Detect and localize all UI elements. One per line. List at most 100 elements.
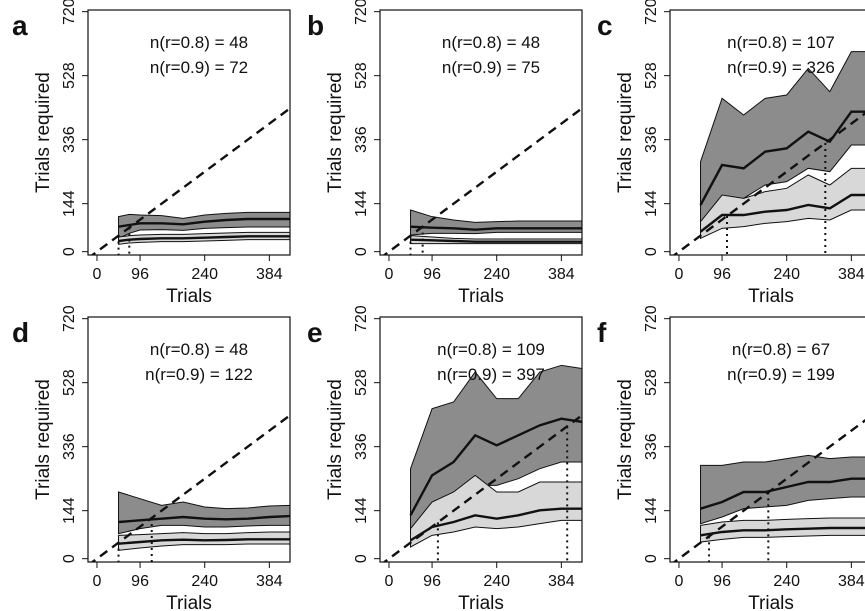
confidence-band-dark (700, 454, 865, 525)
median-line-light (409, 507, 582, 542)
y-tick-label: 720 (353, 305, 370, 332)
plot-frame (379, 9, 583, 256)
annotation-text: n(r=0.8) = 48 (150, 33, 248, 52)
x-tick-label: 240 (191, 266, 218, 283)
y-tick-label: 144 (61, 497, 78, 524)
y-tick-label: 720 (61, 0, 78, 25)
y-tick-label: 336 (61, 126, 78, 153)
panel-letter: a (12, 10, 28, 41)
x-tick-label: 96 (713, 266, 731, 283)
y-axis-title: Trials required (325, 72, 346, 193)
annotation-text: n(r=0.9) = 199 (727, 365, 835, 384)
plot-frame (379, 316, 583, 563)
y-axis-title: Trials required (33, 72, 54, 193)
y-tick-label: 720 (643, 0, 660, 25)
median-line-dark (118, 217, 290, 228)
y-tick-label: 720 (353, 0, 370, 25)
annotation-text: n(r=0.9) = 397 (437, 365, 545, 384)
panel-letter: f (597, 317, 607, 348)
y-tick-label: 528 (353, 369, 370, 396)
x-tick-label: 0 (675, 573, 684, 590)
y-tick-label: 720 (643, 305, 660, 332)
plot-area (90, 413, 290, 562)
y-tick-label: 336 (353, 126, 370, 153)
x-tick-label: 0 (675, 266, 684, 283)
y-tick-label: 0 (643, 247, 660, 256)
plot-frame (87, 9, 291, 256)
plot-area (382, 364, 582, 562)
panel-letter: d (12, 317, 29, 348)
panel-letter: e (307, 317, 323, 348)
x-tick-label: 384 (256, 573, 283, 590)
y-tick-label: 336 (61, 433, 78, 460)
panel-f: f n(r=0.8) = 67 n(r=0.9) = 199 0 96 240 384 Tri… (597, 305, 865, 611)
confidence-band-dark (118, 491, 290, 535)
y-tick-label: 720 (61, 305, 78, 332)
x-tick-label: 240 (483, 573, 510, 590)
x-tick-label: 0 (385, 266, 394, 283)
identity-line (672, 419, 865, 562)
x-tick-label: 0 (385, 573, 394, 590)
annotation-text: n(r=0.9) = 75 (442, 58, 540, 77)
identity-line (382, 106, 582, 255)
y-tick-label: 0 (61, 247, 78, 256)
x-tick-label: 384 (548, 266, 575, 283)
panel-e: e n(r=0.8) = 109 n(r=0.9) = 397 0 96 240 384 Tr… (307, 305, 583, 611)
identity-line (382, 413, 582, 562)
panel-a: a n(r=0.8) = 48 n(r=0.9) = 72 0 96 240 384 Tria… (12, 0, 291, 307)
y-tick-label: 336 (643, 433, 660, 460)
identity-line (90, 106, 290, 255)
median-line-dark (699, 110, 865, 206)
x-tick-label: 384 (548, 573, 575, 590)
plot-frame (669, 9, 865, 256)
y-axis-title: Trials required (615, 72, 636, 193)
x-tick-label: 240 (773, 573, 800, 590)
plot-frame (87, 316, 291, 563)
x-tick-label: 240 (773, 266, 800, 283)
y-tick-label: 0 (643, 554, 660, 563)
x-tick-label: 96 (713, 573, 731, 590)
y-axis-title: Trials required (33, 379, 54, 500)
confidence-band-light (700, 167, 865, 240)
median-line-dark (409, 417, 582, 516)
y-tick-label: 144 (353, 190, 370, 217)
annotation-text: n(r=0.8) = 107 (727, 33, 835, 52)
y-tick-label: 528 (643, 369, 660, 396)
plot-area (672, 51, 865, 255)
panel-letter: b (307, 10, 324, 41)
x-tick-label: 384 (838, 573, 865, 590)
y-tick-label: 336 (353, 433, 370, 460)
x-axis-title: Trials (458, 286, 504, 307)
median-line-light (118, 538, 290, 545)
y-tick-label: 0 (61, 554, 78, 563)
median-line-light (410, 238, 582, 243)
y-tick-label: 528 (61, 369, 78, 396)
y-tick-label: 144 (61, 190, 78, 217)
y-tick-label: 144 (643, 497, 660, 524)
panel-c: c n(r=0.8) = 107 n(r=0.9) = 326 0 96 240 384 Tr… (597, 0, 865, 307)
y-axis-title: Trials required (615, 379, 636, 500)
annotation-text: n(r=0.8) = 48 (150, 340, 248, 359)
x-tick-label: 384 (838, 266, 865, 283)
annotation-text: n(r=0.9) = 72 (150, 58, 248, 77)
y-tick-label: 0 (353, 247, 370, 256)
x-axis-title: Trials (748, 593, 794, 611)
panel-letter: c (597, 10, 613, 41)
y-tick-label: 144 (643, 190, 660, 217)
y-tick-label: 144 (353, 497, 370, 524)
x-tick-label: 0 (93, 573, 102, 590)
y-tick-label: 528 (353, 62, 370, 89)
x-axis-title: Trials (166, 593, 212, 611)
annotation-text: n(r=0.9) = 122 (145, 365, 253, 384)
median-line-light (700, 526, 865, 537)
annotation-text: n(r=0.8) = 109 (437, 340, 545, 359)
annotation-text: n(r=0.8) = 48 (442, 33, 540, 52)
x-tick-label: 240 (483, 266, 510, 283)
identity-line (90, 413, 290, 562)
median-line-light (118, 235, 290, 243)
confidence-band-light (410, 474, 582, 548)
panel-b: b n(r=0.8) = 48 n(r=0.9) = 75 0 96 240 384 Tria… (307, 0, 583, 307)
plot-frame (669, 316, 865, 563)
plot-area (672, 419, 865, 562)
